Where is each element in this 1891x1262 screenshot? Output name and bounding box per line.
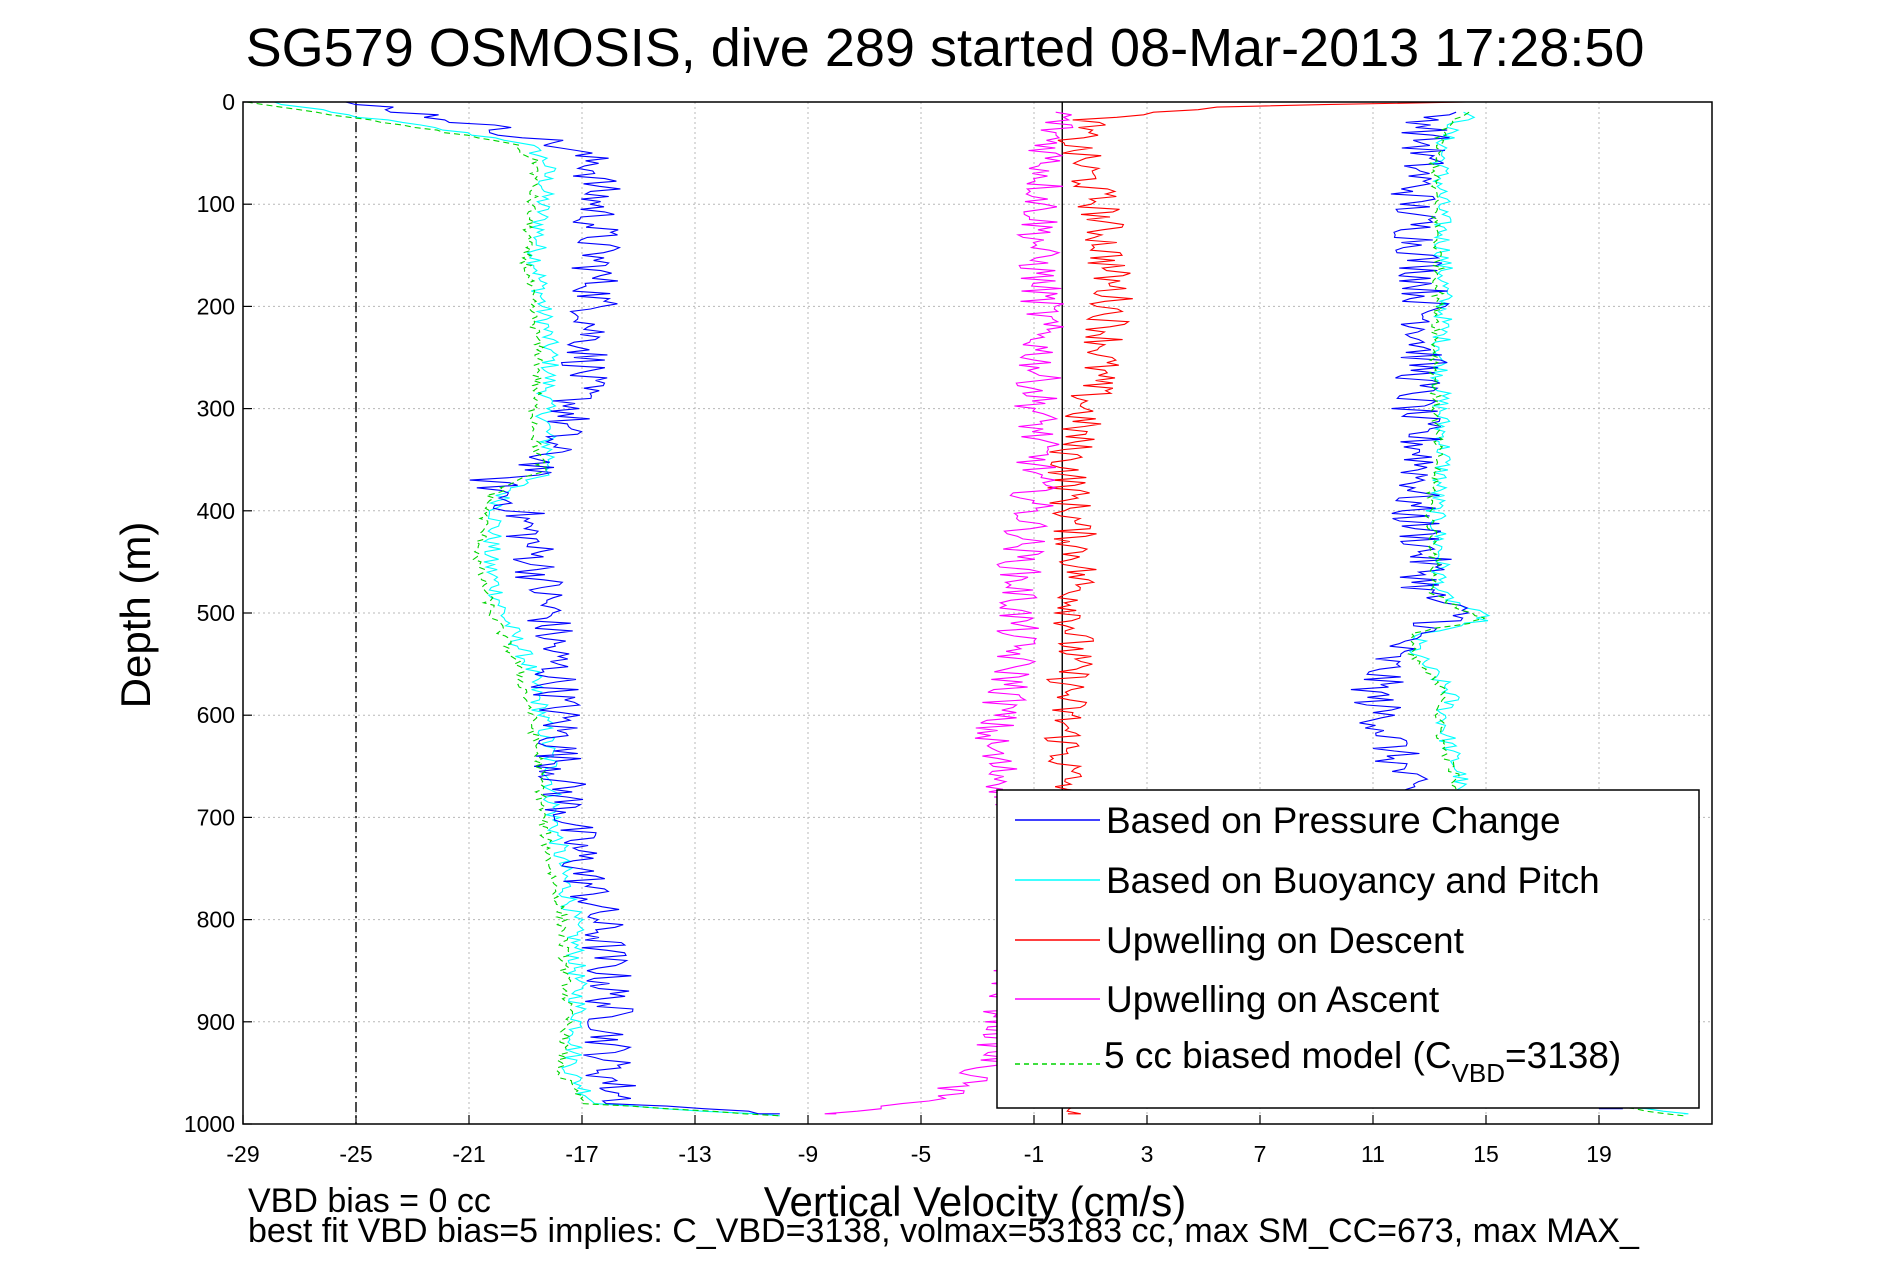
x-tick-label: -5 bbox=[911, 1141, 931, 1167]
legend-label-model: 5 cc biased model (CVBD=3138) bbox=[1104, 1035, 1621, 1088]
series-line-0-0 bbox=[345, 101, 780, 1115]
y-tick-label: 300 bbox=[197, 396, 235, 422]
x-tick-label: 7 bbox=[1254, 1141, 1267, 1167]
vbd-bias-note: VBD bias = 0 cc bbox=[248, 1182, 491, 1220]
x-tick-label: -13 bbox=[678, 1141, 711, 1167]
best-fit-note: best fit VBD bias=5 implies: C_VBD=3138,… bbox=[248, 1212, 1640, 1250]
y-axis-label: Depth (m) bbox=[112, 522, 159, 709]
y-tick-label: 900 bbox=[197, 1009, 235, 1035]
y-tick-label: 600 bbox=[197, 702, 235, 728]
y-axis-ticks: 0 100 200 300 400 500 600 700 800 900 1000 bbox=[184, 89, 252, 1137]
x-tick-label: 19 bbox=[1586, 1141, 1612, 1167]
y-tick-label: 100 bbox=[197, 191, 235, 217]
y-tick-label: 500 bbox=[197, 600, 235, 626]
x-tick-label: 11 bbox=[1361, 1141, 1385, 1167]
legend-label-pressure: Based on Pressure Change bbox=[1106, 800, 1561, 841]
x-tick-label: -9 bbox=[798, 1141, 818, 1167]
chart-title: SG579 OSMOSIS, dive 289 started 08-Mar-2… bbox=[246, 18, 1645, 78]
series-4 bbox=[246, 101, 1684, 1117]
x-tick-label: -29 bbox=[226, 1141, 259, 1167]
y-tick-label: 700 bbox=[197, 804, 235, 830]
y-tick-label: 1000 bbox=[184, 1111, 235, 1137]
x-tick-label: -25 bbox=[339, 1141, 372, 1167]
legend-label-buoyancy: Based on Buoyancy and Pitch bbox=[1106, 860, 1600, 901]
y-tick-label: 200 bbox=[197, 293, 235, 319]
series-line-4-1 bbox=[1407, 111, 1684, 1117]
series-line-4-0 bbox=[246, 101, 780, 1117]
x-tick-label: -17 bbox=[565, 1141, 598, 1167]
x-tick-label: 15 bbox=[1473, 1141, 1499, 1167]
y-tick-label: 800 bbox=[197, 907, 235, 933]
x-axis-ticks: -29 -25 -21 -17 -13 -9 -5 -1 3 7 11 15 19 bbox=[226, 1115, 1612, 1167]
x-axis-label: Vertical Velocity (cm/s) bbox=[764, 1178, 1186, 1225]
y-tick-label: 0 bbox=[222, 89, 235, 115]
x-tick-label: 3 bbox=[1141, 1141, 1154, 1167]
series-line-1-0 bbox=[274, 101, 780, 1117]
legend-box bbox=[996, 789, 1700, 1109]
legend: Based on Pressure Change Based on Buoyan… bbox=[996, 789, 1700, 1109]
legend-label-ascent: Upwelling on Ascent bbox=[1106, 979, 1440, 1020]
legend-label-descent: Upwelling on Descent bbox=[1106, 920, 1465, 961]
series-layer bbox=[246, 101, 1689, 1117]
x-tick-label: -21 bbox=[452, 1141, 485, 1167]
x-tick-label: -1 bbox=[1024, 1141, 1044, 1167]
y-tick-label: 400 bbox=[197, 498, 235, 524]
